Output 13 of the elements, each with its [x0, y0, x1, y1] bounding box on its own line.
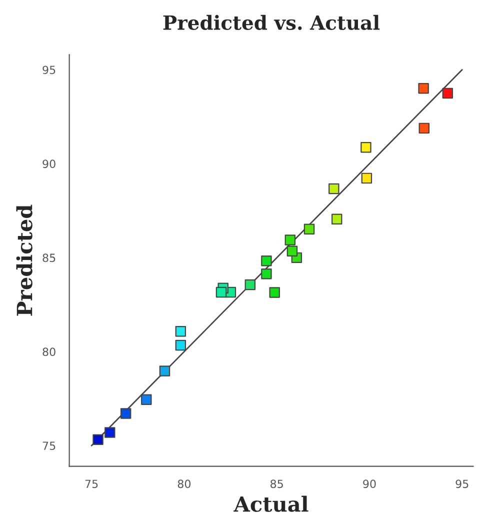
y-tick-label: 90	[42, 160, 56, 168]
y-tick-label: 75	[42, 442, 56, 450]
x-tick-label: 90	[363, 480, 376, 488]
y-tick-label: 85	[42, 254, 56, 262]
x-tick-label: 75	[85, 480, 98, 488]
y-tick-label: 80	[42, 348, 56, 356]
chart-title: Predicted vs. Actual	[163, 14, 380, 30]
y-tick-label: 95	[42, 66, 56, 74]
x-axis-title: Actual	[234, 496, 308, 512]
x-tick-label: 80	[178, 480, 191, 488]
x-tick-label: 85	[270, 480, 283, 488]
y-axis-title: Predicted	[16, 204, 32, 316]
x-tick-label: 95	[456, 480, 468, 488]
